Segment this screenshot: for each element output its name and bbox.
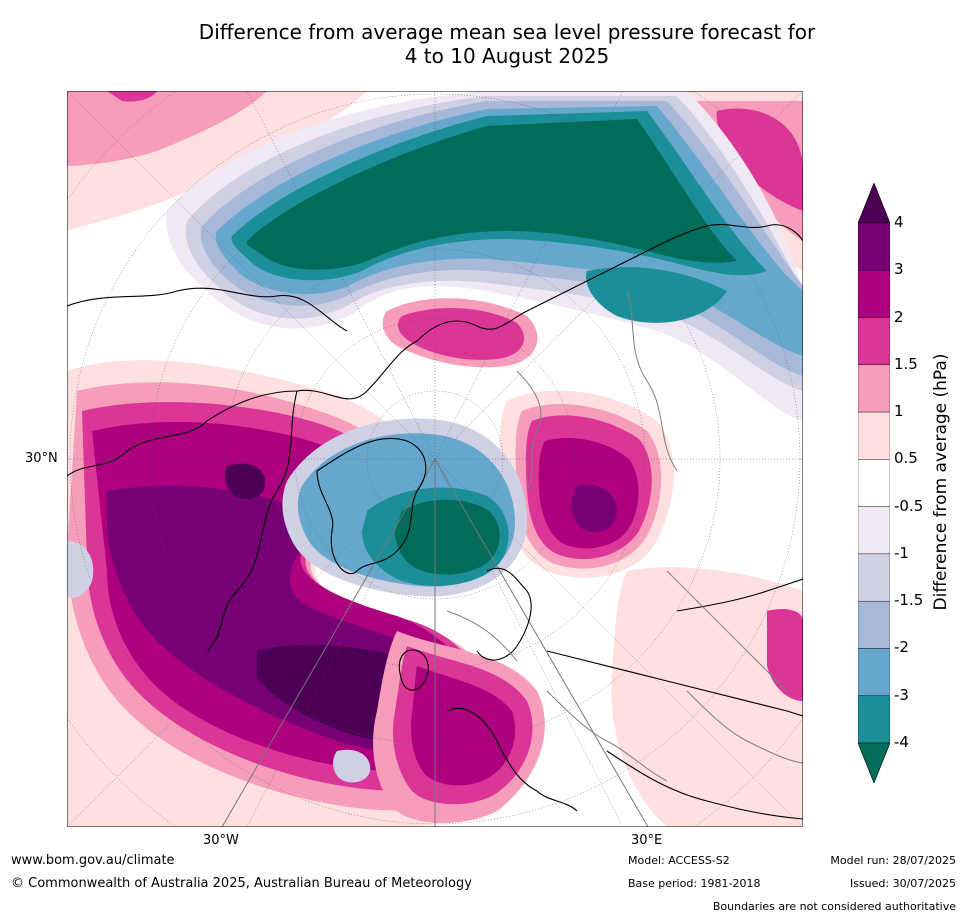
colorbar-tick-label: 4: [894, 213, 904, 231]
colorbar-title: Difference from average (hPa): [931, 353, 951, 611]
lon-label-30e: 30°E: [631, 833, 663, 848]
colorbar-band: [858, 553, 890, 602]
anomaly-region-pos-east-1: [767, 609, 803, 701]
colorbar-top-arrow: [858, 183, 890, 224]
country-borders: [446, 290, 803, 782]
anomaly-region-magenta-topleft: [107, 91, 157, 102]
colorbar-tick-label: -3: [894, 685, 909, 704]
anomaly-region-neg-left: [67, 541, 94, 598]
map-canvas: [67, 91, 803, 827]
colorbar-band: [858, 364, 890, 413]
footer-website[interactable]: www.bom.gov.au/climate: [11, 853, 175, 868]
anomaly-region-neg-greenland-3: [395, 499, 500, 575]
colorbar-band: [858, 222, 890, 271]
anomaly-region-pos-siberia-4: [571, 484, 617, 533]
colorbar-bottom-arrow: [858, 742, 890, 783]
colorbar-band: [858, 459, 890, 507]
colorbar-band: [858, 600, 890, 649]
colorbar-band: [858, 648, 890, 696]
colorbar-band: [858, 411, 890, 460]
lat-label-30n: 30°N: [25, 451, 58, 466]
footer-copyright: © Commonwealth of Australia 2025, Austra…: [11, 876, 472, 891]
colorbar-tick-label: 0.5: [894, 449, 918, 468]
chart-title: Difference from average mean sea level p…: [0, 20, 965, 68]
pressure-anomaly-map: [67, 91, 803, 827]
anomaly-region-pos-arctic-2: [397, 307, 525, 360]
colorbar-tick-label: -0.5: [894, 496, 924, 515]
colorbar-tick-label: 1: [894, 402, 904, 421]
colorbar-tick-label: 3: [894, 260, 904, 279]
lon-label-30w: 30°W: [203, 833, 239, 848]
meridians: [221, 458, 649, 827]
title-line-2: 4 to 10 August 2025: [404, 44, 610, 68]
map-border: [67, 91, 803, 827]
colorbar-tick-label: 1.5: [894, 354, 918, 373]
colorbar-tick-label: 2: [894, 307, 904, 326]
title-line-1: Difference from average mean sea level p…: [198, 20, 816, 44]
colorbar-tick-label: -2: [894, 638, 909, 657]
footer-model-run: Model run: 28/07/2025: [830, 854, 956, 867]
anomaly-region-pink2-topleft: [67, 91, 267, 166]
colorbar-band: [858, 695, 890, 744]
anomaly-region-neg-bottomleft: [333, 749, 371, 783]
colorbar: [858, 183, 890, 783]
footer-model: Model: ACCESS-S2: [628, 854, 730, 867]
colorbar-tick-label: -4: [894, 733, 909, 751]
footer-disclaimer: Boundaries are not considered authoritat…: [712, 900, 956, 913]
anomaly-region-neg-5: [246, 119, 738, 270]
colorbar-tick-label: -1.5: [894, 591, 924, 610]
colorbar-band: [858, 270, 890, 318]
coastlines: [67, 224, 803, 820]
anomaly-region-neg-6: [586, 267, 727, 323]
colorbar-tick-label: -1: [894, 543, 909, 562]
anomaly-region-magenta-topright: [716, 108, 803, 211]
footer-base-period: Base period: 1981-2018: [628, 877, 761, 890]
footer-issued: Issued: 30/07/2025: [849, 877, 956, 890]
anomaly-region-pos-east: [611, 567, 803, 827]
colorbar-band: [858, 506, 890, 555]
anomaly-region-pos-europe-2: [411, 666, 516, 786]
anomaly-region-pos-6: [224, 463, 266, 500]
colorbar-band: [858, 317, 890, 366]
